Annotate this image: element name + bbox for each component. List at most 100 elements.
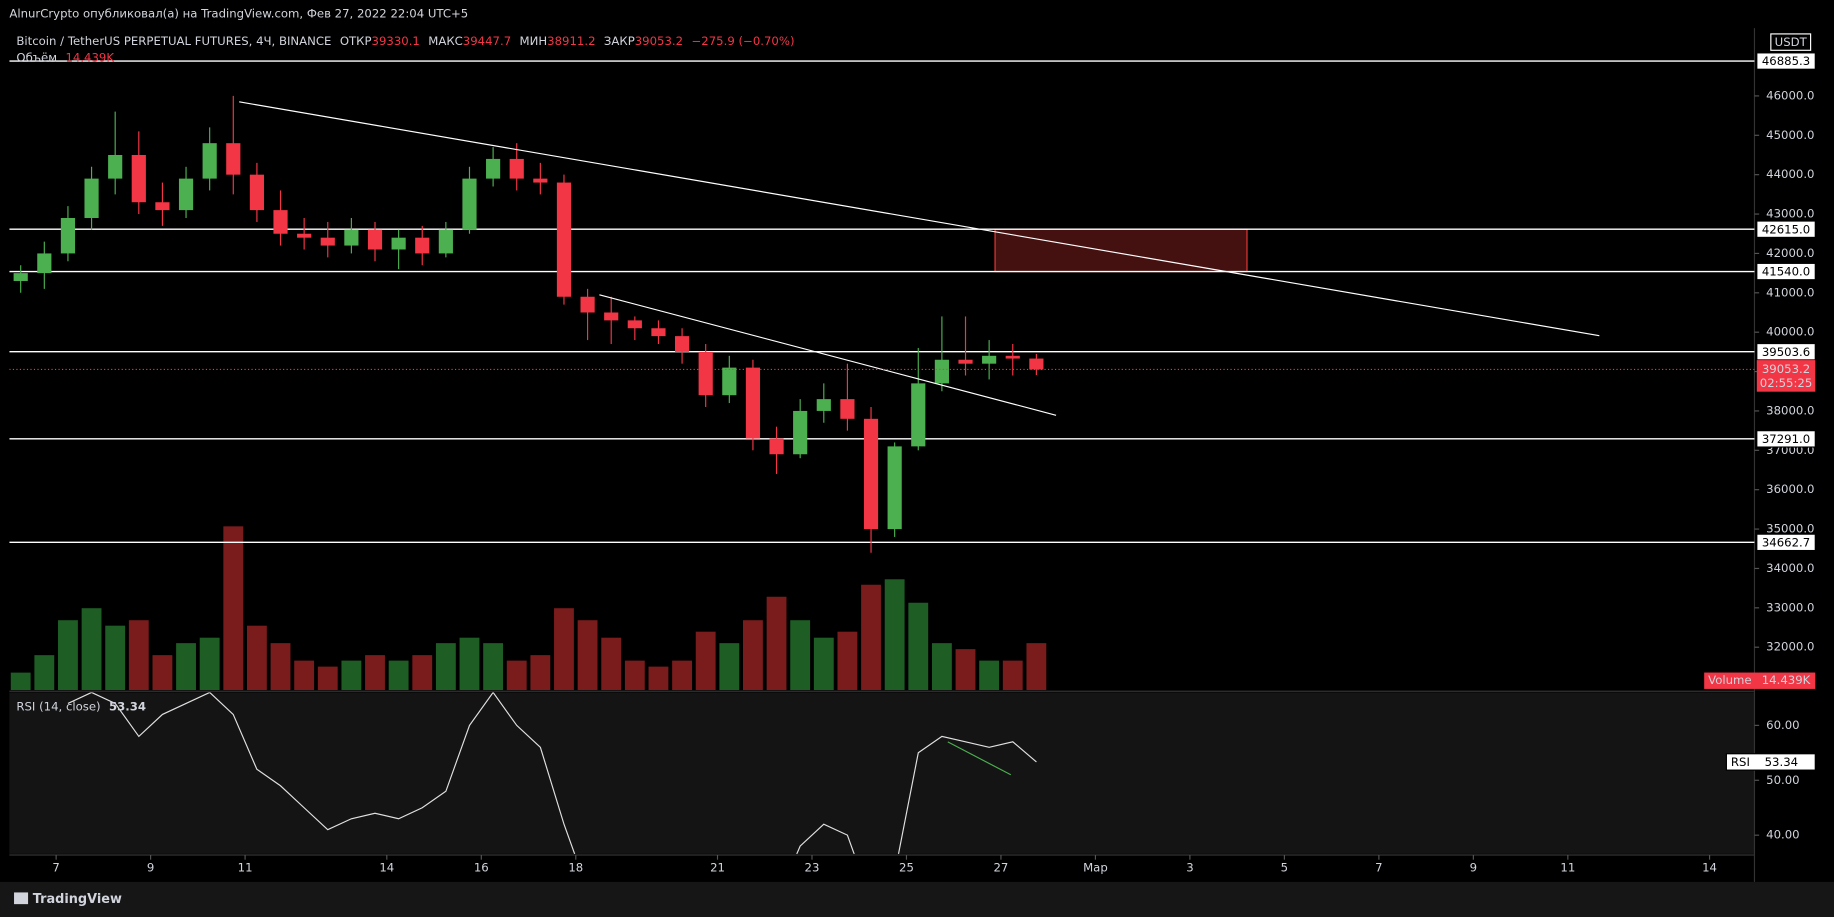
y-tick-label: 40000.0 bbox=[1766, 325, 1814, 339]
candle-body bbox=[391, 237, 406, 250]
level-label: 34662.7 bbox=[1762, 535, 1810, 549]
rsi-y-tick-label: 60.00 bbox=[1766, 718, 1799, 732]
level-label-box bbox=[1756, 430, 1816, 448]
x-tick-label: 25 bbox=[899, 860, 914, 874]
volume-bar bbox=[388, 660, 409, 691]
volume-bar bbox=[554, 608, 574, 691]
candle-body bbox=[155, 202, 170, 211]
volume-bar bbox=[128, 620, 149, 691]
legend-field-name: ЗАКР bbox=[604, 33, 635, 47]
candle-body bbox=[249, 174, 264, 211]
volume-bar bbox=[601, 637, 622, 691]
volume-bar bbox=[105, 625, 126, 691]
level-label: 42615.0 bbox=[1762, 222, 1810, 236]
candle-body bbox=[556, 182, 572, 297]
y-tick-label: 42000.0 bbox=[1766, 246, 1814, 260]
volume-bar bbox=[341, 660, 362, 691]
candle-body bbox=[13, 273, 28, 281]
y-tick-label: 45000.0 bbox=[1766, 128, 1814, 142]
volume-bar bbox=[766, 596, 787, 691]
legend-field-value: 39053.2 bbox=[635, 33, 683, 47]
brand-logo bbox=[14, 892, 29, 905]
volume-bar bbox=[412, 655, 433, 691]
x-tick-label: 9 bbox=[1470, 860, 1477, 874]
y-tick-label: 46000.0 bbox=[1766, 88, 1814, 102]
volume-bar bbox=[837, 631, 858, 691]
x-tick-label: 11 bbox=[238, 860, 253, 874]
candle-body bbox=[1005, 355, 1020, 359]
brand: TradingView bbox=[33, 892, 122, 907]
volume-bar bbox=[861, 584, 881, 691]
candle-body bbox=[367, 229, 383, 250]
rsi-y-tick-label: 50.00 bbox=[1766, 773, 1799, 787]
volume-bar bbox=[10, 672, 31, 691]
legend-change: −275.9 (−0.70%) bbox=[692, 33, 795, 47]
volume-bar bbox=[719, 643, 740, 691]
x-tick-label: 7 bbox=[52, 860, 59, 874]
rsi-divergence bbox=[947, 741, 1012, 776]
footer bbox=[0, 881, 1834, 917]
currency-box bbox=[1770, 33, 1812, 51]
candle-body bbox=[226, 143, 241, 175]
level-label-box bbox=[1756, 52, 1816, 70]
level-label-box bbox=[1756, 220, 1816, 238]
candle-body bbox=[1029, 358, 1044, 370]
candle-body bbox=[438, 229, 453, 254]
trend-line bbox=[239, 101, 1600, 337]
volume-badge-box bbox=[1704, 672, 1816, 689]
volume-bar bbox=[530, 655, 551, 691]
volume-bar bbox=[743, 620, 763, 691]
trend-line bbox=[599, 294, 1057, 416]
candle-body bbox=[604, 312, 619, 321]
legend-field-value: 38911.2 bbox=[547, 33, 595, 47]
candle-body bbox=[627, 320, 642, 329]
candle-body bbox=[60, 217, 76, 254]
candle-body bbox=[722, 367, 737, 396]
volume-bar bbox=[648, 666, 669, 691]
rsi-badge-value: 53.34 bbox=[1765, 755, 1798, 769]
candle-body bbox=[816, 399, 831, 411]
volume-bar bbox=[577, 620, 598, 691]
symbol-legend: Bitcoin / TetherUS PERPETUAL FUTURES, 4Ч… bbox=[16, 33, 794, 47]
candle-body bbox=[958, 359, 973, 364]
volume-bar bbox=[931, 643, 952, 691]
y-tick-label: 32000.0 bbox=[1766, 640, 1814, 654]
volume-bar bbox=[270, 643, 291, 691]
x-tick-label: 9 bbox=[147, 860, 154, 874]
rsi-name: RSI (14, close) bbox=[16, 699, 100, 713]
candle-body bbox=[320, 237, 335, 246]
candle-body bbox=[840, 399, 855, 419]
currency: USDT bbox=[1775, 35, 1808, 49]
x-tick-label: 23 bbox=[805, 860, 820, 874]
main-plot bbox=[9, 60, 1755, 691]
candle-body bbox=[462, 178, 477, 230]
legend-field-value: 39330.1 bbox=[372, 33, 420, 47]
x-tick-label: 21 bbox=[710, 860, 725, 874]
candle-body bbox=[911, 383, 926, 447]
volume-bar bbox=[884, 579, 905, 691]
y-tick-label: 44000.0 bbox=[1766, 167, 1814, 181]
x-tick-label: 7 bbox=[1375, 860, 1382, 874]
last-price-box bbox=[1756, 360, 1816, 392]
candle-body bbox=[745, 367, 761, 439]
resistance-zone bbox=[994, 228, 1248, 273]
countdown: 02:55:25 bbox=[1760, 376, 1813, 390]
volume-bar bbox=[435, 643, 456, 691]
y-tick-label: 43000.0 bbox=[1766, 207, 1814, 221]
rsi-value: 53.34 bbox=[109, 699, 146, 713]
legend-field-value: 39447.7 bbox=[463, 33, 511, 47]
volume-bar bbox=[246, 625, 267, 691]
volume-bar bbox=[695, 631, 716, 691]
volume-bar bbox=[790, 620, 811, 691]
candle-body bbox=[108, 154, 123, 179]
candle-body bbox=[486, 158, 501, 179]
level-label-box bbox=[1756, 342, 1816, 361]
x-tick-label: 5 bbox=[1281, 860, 1288, 874]
volume-bar bbox=[81, 608, 102, 691]
candle-body bbox=[887, 446, 902, 530]
volume-bar bbox=[979, 660, 1000, 691]
volume-bar bbox=[506, 660, 527, 691]
x-tick-label: Мар bbox=[1083, 860, 1108, 874]
last-price-label: 39053.2 bbox=[1762, 362, 1810, 376]
